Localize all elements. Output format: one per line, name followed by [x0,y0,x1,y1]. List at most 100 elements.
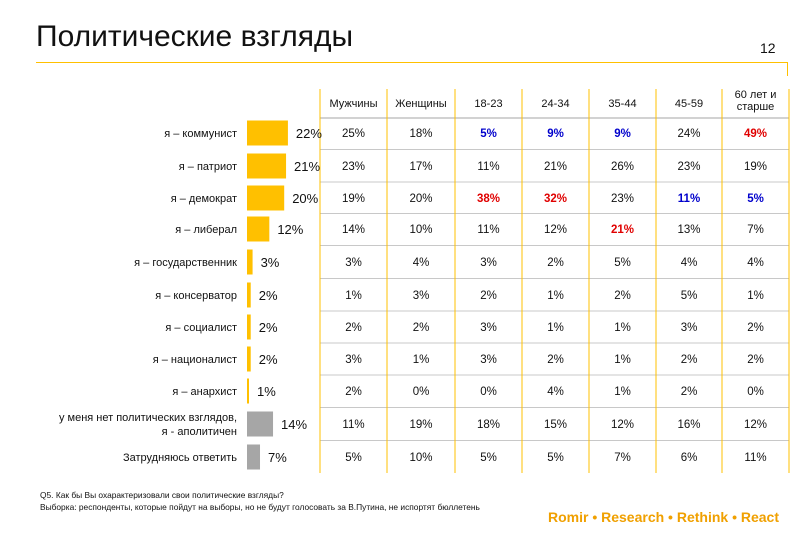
category-label: я – националист [153,354,237,366]
category-label: я – социалист [165,322,237,334]
category-label: я – консерватор [155,290,237,302]
table-cell: 4% [413,257,430,269]
table-cell: 14% [342,224,365,236]
table-cell: 0% [413,386,430,398]
table-cell: 3% [681,322,698,334]
table-cell: 24% [677,128,700,140]
column-header: старше [737,101,775,113]
table-cell: 25% [342,128,365,140]
table-cell: 4% [747,257,764,269]
table-cell: 23% [342,161,365,173]
bar [247,314,251,340]
table-cell: 20% [409,193,432,205]
column-header: 24-34 [541,98,569,110]
bar-value-label: 14% [281,417,307,432]
table-cell: 2% [345,322,362,334]
column-header: Мужчины [329,98,377,110]
political-views-chart: Мужчины Женщины 18-23 24-34 35-44 45-59 60 лет… [59,89,790,473]
bar [247,378,249,404]
table-cell: 1% [614,354,631,366]
table-cell: 5% [614,257,631,269]
table-cell: 16% [677,419,700,431]
bar-value-label: 12% [277,222,303,237]
footnote-sample: Выборка: респонденты, которые пойдут на … [40,502,480,512]
table-cell: 23% [611,193,634,205]
bar-value-label: 2% [259,320,278,335]
table-cell: 2% [747,322,764,334]
title-underline-corner [787,62,788,76]
table-cell: 2% [345,386,362,398]
table-cell: 4% [681,257,698,269]
category-label: у меня нет политических взглядов, [59,412,237,424]
table-cell: 2% [547,257,564,269]
bar-value-label: 20% [292,191,318,206]
table-cell: 3% [345,354,362,366]
category-label: я – патриот [179,161,237,173]
table-cell: 2% [681,354,698,366]
table-cell: 4% [547,386,564,398]
category-label: я – демократ [171,193,237,205]
table-cell: 12% [744,419,767,431]
table-cell: 2% [681,386,698,398]
table-cell: 11% [477,161,499,173]
bar-value-label: 2% [259,352,278,367]
table-cell: 6% [681,452,698,464]
table-cell: 3% [480,322,497,334]
table-cell: 3% [345,257,362,269]
bar [247,216,270,242]
category-label: я – коммунист [164,128,237,140]
table-cell: 1% [345,290,362,302]
bar-value-label: 2% [259,288,278,303]
column-header: 18-23 [474,98,502,110]
bar [247,185,285,211]
table-cell: 2% [614,290,631,302]
table-cell: 2% [413,322,430,334]
table-cell: 2% [747,354,764,366]
table-cell: 3% [413,290,430,302]
table-cell: 5% [480,452,497,464]
table-cell: 17% [409,161,432,173]
table-cell: 1% [547,322,564,334]
table-cell: 11% [744,452,766,464]
table-cell: 2% [480,290,497,302]
table-cell: 1% [747,290,764,302]
table-cell: 10% [409,452,432,464]
table-cell: 12% [544,224,567,236]
table-cell: 15% [544,419,567,431]
table-cell: 26% [611,161,634,173]
table-cell: 2% [547,354,564,366]
table-cell: 10% [409,224,432,236]
title-underline [36,62,788,63]
table-cell: 11% [342,419,364,431]
column-header: 45-59 [675,98,703,110]
bar-value-label: 7% [268,450,287,465]
bar [247,282,251,308]
column-header: 60 лет и [735,89,777,101]
table-cell: 3% [480,257,497,269]
bar-value-label: 1% [257,384,276,399]
table-cell: 5% [747,193,764,205]
column-header: 35-44 [608,98,636,110]
table-cell: 21% [611,224,634,236]
table-cell: 19% [342,193,365,205]
table-cell: 5% [345,452,362,464]
column-header: Женщины [395,98,446,110]
table-cell: 3% [480,354,497,366]
category-label: Затрудняюсь ответить [123,452,237,464]
page-title: Политические взгляды [36,20,354,53]
table-cell: 1% [413,354,430,366]
page-number: 12 [760,40,776,56]
bar [247,346,251,372]
bar [247,411,274,437]
table-cell: 5% [547,452,564,464]
table-cell: 11% [477,224,499,236]
brand-tagline: Romir • Research • Rethink • React [548,509,779,525]
table-cell: 1% [614,322,631,334]
table-cell: 5% [480,128,497,140]
category-label: я – государственник [134,257,237,269]
bar-value-label: 22% [296,126,322,141]
table-cell: 32% [544,193,567,205]
bar-value-label: 21% [294,159,320,174]
table-cell: 0% [747,386,764,398]
table-cell: 11% [678,193,700,205]
